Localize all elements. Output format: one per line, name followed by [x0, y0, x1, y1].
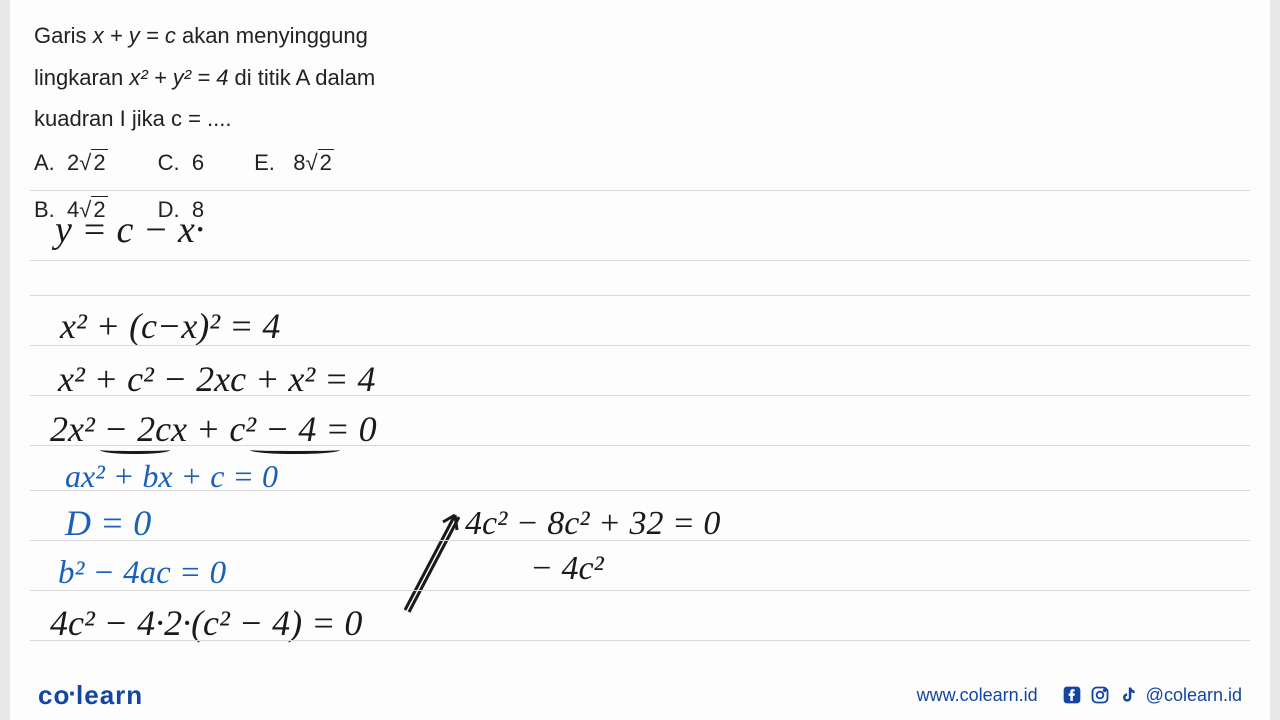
- underline-mark-2: [250, 446, 340, 454]
- arrow-icon: [395, 500, 475, 620]
- option-c: C. 6: [158, 143, 204, 183]
- logo-dot-icon: ·: [68, 678, 78, 709]
- q1-eq: x + y = c: [93, 23, 176, 48]
- handwriting-line-7: b² − 4ac = 0: [58, 555, 226, 592]
- tiktok-icon: [1118, 685, 1138, 705]
- option-e-coef: 8: [293, 150, 305, 175]
- handwriting-line-2: x² + (c−x)² = 4: [60, 305, 280, 347]
- sqrt-icon: 2: [305, 143, 333, 183]
- option-c-value: 6: [192, 150, 204, 175]
- rule-line: [30, 590, 1250, 591]
- brand-logo: co·learn: [38, 680, 143, 711]
- q2-pre: lingkaran: [34, 65, 129, 90]
- social-links: @colearn.id: [1062, 685, 1242, 706]
- question-line-2: lingkaran x² + y² = 4 di titik A dalam: [34, 58, 1246, 98]
- rule-line: [30, 640, 1250, 641]
- handwriting-right-2: − 4c²: [530, 550, 604, 588]
- handwriting-right-1: 4c² − 8c² + 32 = 0: [465, 505, 720, 543]
- rule-line: [30, 395, 1250, 396]
- paper-background: Garis x + y = c akan menyinggung lingkar…: [10, 0, 1270, 720]
- handwriting-line-8: 4c² − 4·2·(c² − 4) = 0: [50, 602, 362, 644]
- question-line-3: kuadran I jika c = ....: [34, 99, 1246, 139]
- q2-post: di titik A dalam: [228, 65, 375, 90]
- rule-line: [30, 345, 1250, 346]
- footer-url: www.colearn.id: [917, 685, 1038, 706]
- handwriting-line-1: y = c − x·: [55, 208, 204, 252]
- question-line-1: Garis x + y = c akan menyinggung: [34, 16, 1246, 56]
- option-e-rad: 2: [318, 149, 334, 175]
- logo-part-a: co: [38, 680, 70, 710]
- option-a-rad: 2: [91, 149, 107, 175]
- rule-line: [30, 260, 1250, 261]
- rule-line: [30, 540, 1250, 541]
- rule-line: [30, 190, 1250, 191]
- footer-handle: @colearn.id: [1146, 685, 1242, 706]
- handwriting-line-3: x² + c² − 2xc + x² = 4: [58, 358, 375, 400]
- ruled-notebook-area: y = c − x· x² + (c−x)² = 4 x² + c² − 2xc…: [10, 190, 1270, 670]
- rule-line: [30, 295, 1250, 296]
- option-a: A. 22: [34, 143, 108, 183]
- rule-line: [30, 490, 1250, 491]
- q1-post: akan menyinggung: [176, 23, 368, 48]
- option-c-label: C.: [158, 150, 180, 175]
- handwriting-line-6: D = 0: [65, 502, 151, 544]
- q2-eq: x² + y² = 4: [129, 65, 228, 90]
- footer-right-group: www.colearn.id @colearn.id: [917, 685, 1242, 706]
- facebook-icon: [1062, 685, 1082, 705]
- q1-pre: Garis: [34, 23, 93, 48]
- option-a-coef: 2: [67, 150, 79, 175]
- option-a-label: A.: [34, 150, 55, 175]
- logo-part-b: learn: [76, 680, 143, 710]
- instagram-icon: [1090, 685, 1110, 705]
- handwriting-line-4: 2x² − 2cx + c² − 4 = 0: [50, 408, 377, 450]
- sqrt-icon: 2: [79, 143, 107, 183]
- rule-line: [30, 445, 1250, 446]
- underline-mark-1: [100, 446, 170, 454]
- footer-bar: co·learn www.colearn.id @colearn.id: [10, 670, 1270, 720]
- option-e-label: E.: [254, 150, 275, 175]
- option-e: E. 82: [254, 143, 334, 183]
